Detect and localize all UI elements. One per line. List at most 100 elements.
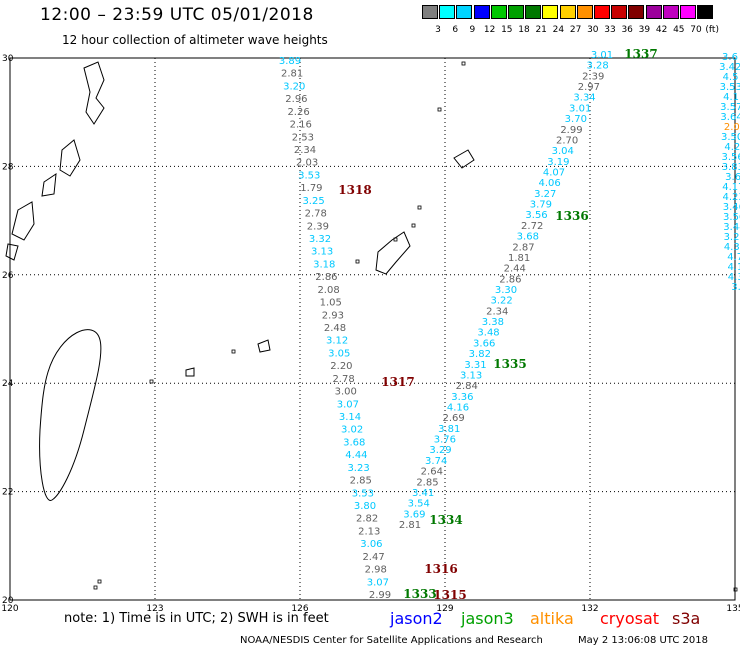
- swh-value: 3.74: [425, 456, 447, 467]
- legend-swatch: [662, 5, 679, 19]
- legend-swatch: [490, 5, 507, 19]
- satellite-label: cryosat: [600, 609, 660, 628]
- swh-value: 2.81: [399, 520, 421, 531]
- swh-value: 3.01: [591, 50, 613, 61]
- swh-value: 3.07: [337, 399, 359, 410]
- lon-tick-label: 132: [581, 604, 598, 614]
- swh-value: 2.39: [307, 221, 329, 232]
- lon-tick-label: 120: [1, 604, 18, 614]
- swh-value: 3.19: [547, 157, 569, 168]
- swh-value: 4.16: [447, 403, 469, 414]
- swh-value: 3.32: [309, 234, 331, 245]
- lat-tick-label: 30: [2, 54, 14, 64]
- swh-value: 3.30: [495, 285, 517, 296]
- swh-value: 2.16: [290, 120, 312, 131]
- legend-level-label: 42: [655, 25, 668, 35]
- pass-number-label: 1335: [493, 357, 526, 371]
- swh-value: 2.87: [512, 242, 534, 253]
- swh-value: 4.39: [724, 242, 740, 253]
- swh-value: 3.13: [311, 247, 333, 258]
- swh-value: 3.05: [328, 348, 350, 359]
- swh-value: 3.34: [573, 93, 595, 104]
- swh-value: 2.26: [287, 107, 309, 118]
- swh-value: 2.98: [365, 565, 387, 576]
- lat-tick-label: 20: [2, 596, 14, 606]
- swh-value: 4.07: [543, 168, 565, 179]
- swh-value: 2.86: [499, 274, 521, 285]
- swh-value: 2.84: [456, 381, 478, 392]
- swh-value: 4.3: [728, 272, 740, 283]
- swh-value: 3.41: [412, 488, 434, 499]
- lat-tick-label: 28: [2, 162, 14, 172]
- pass-number-label: 1316: [424, 562, 457, 576]
- swh-value: 3.56: [723, 212, 740, 223]
- swh-value: 4.23: [723, 192, 740, 203]
- swh-value: 2.86: [315, 272, 337, 283]
- legend-swatch: [525, 5, 542, 19]
- lon-tick-label: 123: [146, 604, 163, 614]
- swh-value: 3.48: [477, 328, 499, 339]
- swh-value: 3.13: [460, 370, 482, 381]
- coastline: [5, 243, 19, 261]
- swh-value: 4.2: [724, 142, 740, 153]
- legend-level-label: 70: [690, 25, 702, 35]
- swh-value: 1.05: [320, 298, 342, 309]
- legend-swatch: [697, 5, 714, 19]
- small-island: [93, 585, 98, 590]
- swh-value: 3.25: [302, 196, 324, 207]
- coastline: [59, 139, 81, 177]
- swh-value: 3.46: [723, 202, 740, 213]
- swh-value: 4.44: [345, 450, 367, 461]
- legend-level-label: 3: [435, 25, 441, 35]
- footer-note: note: 1) Time is in UTC; 2) SWH is in fe…: [64, 611, 329, 626]
- swh-value: 3.54: [408, 499, 430, 510]
- pass-number-label: 1315: [433, 588, 466, 602]
- swh-value: 3.53: [352, 488, 374, 499]
- small-island: [417, 205, 422, 210]
- swh-value: 3.14: [339, 412, 361, 423]
- swh-value: 3.76: [434, 435, 456, 446]
- small-island: [393, 237, 398, 242]
- swh-value: 3.89: [279, 56, 301, 67]
- swh-value: 2.82: [356, 514, 378, 525]
- small-island: [355, 259, 360, 264]
- legend-swatch: [611, 5, 628, 19]
- chart-title: 12:00 – 23:59 UTC 05/01/2018: [40, 5, 314, 25]
- legend-swatch: [645, 5, 662, 19]
- swh-value: 2.53: [292, 132, 314, 143]
- swh-value: 2.64: [421, 467, 443, 478]
- swh-value: 3.01: [569, 103, 591, 114]
- swh-value: 4.1: [723, 92, 739, 103]
- legend-swatch: [456, 5, 473, 19]
- swh-value: 3.69: [403, 509, 425, 520]
- swh-value: 2.34: [294, 145, 316, 156]
- pass-number-label: 1334: [429, 513, 462, 527]
- swh-value: 3.53: [298, 170, 320, 181]
- swh-value: 4.06: [539, 178, 561, 189]
- swh-value: 2.34: [486, 306, 508, 317]
- legend-swatch: [594, 5, 610, 19]
- swh-value: 2.97: [578, 82, 600, 93]
- lon-tick-label: 135: [726, 604, 740, 614]
- swh-value: 2.69: [443, 413, 465, 424]
- legend-level-label: 12: [483, 25, 496, 35]
- swh-value: 3.00: [335, 387, 357, 398]
- timestamp: May 2 13:06:08 UTC 2018: [578, 635, 708, 646]
- legend-level-label: 45: [673, 25, 685, 35]
- swh-value: 2.47: [362, 552, 384, 563]
- swh-value: 3.29: [429, 445, 451, 456]
- swh-value: 3.04: [552, 146, 574, 157]
- pass-number-label: 1337: [624, 47, 657, 61]
- legend-swatch: [439, 5, 456, 19]
- small-island: [437, 107, 442, 112]
- swh-value: 3.68: [343, 437, 365, 448]
- swh-value: 3.64: [720, 112, 740, 123]
- swh-value: 3.12: [326, 336, 348, 347]
- coastline: [453, 149, 475, 169]
- swh-value: 3.44: [723, 222, 740, 233]
- legend-level-label: 18: [518, 25, 530, 35]
- swh-value: 2.78: [305, 209, 327, 220]
- lon-tick-label: 126: [291, 604, 308, 614]
- swh-value: 3.27: [724, 232, 740, 243]
